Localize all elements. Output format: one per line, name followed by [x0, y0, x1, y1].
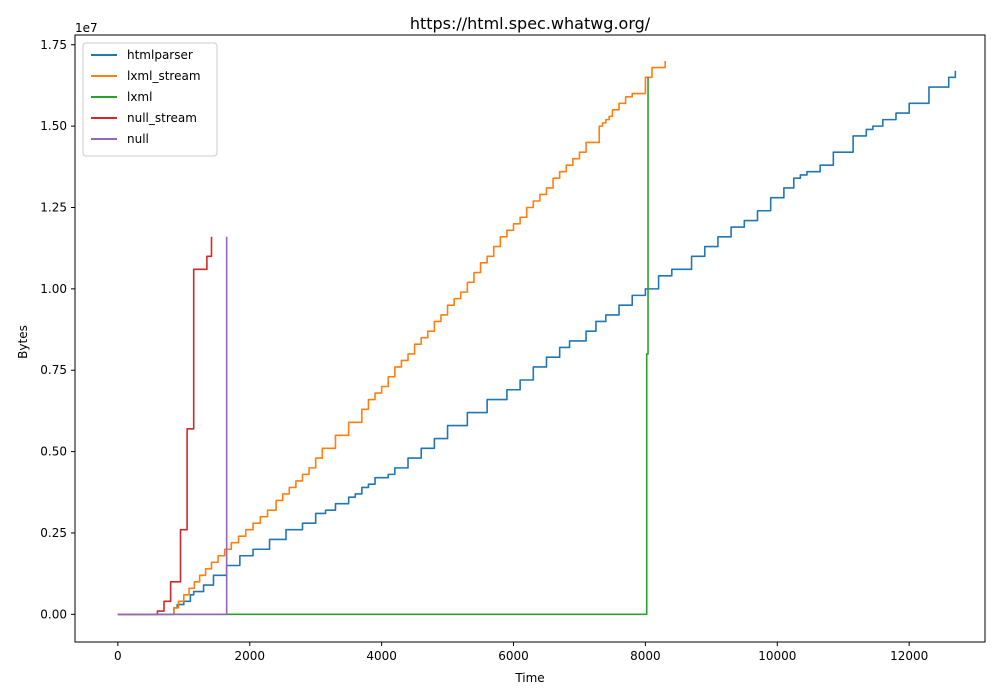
y-tick-label: 0.00	[40, 607, 67, 621]
series-line	[117, 70, 957, 616]
series-line	[117, 236, 213, 616]
x-axis-label: Time	[514, 671, 544, 685]
plot-area	[74, 34, 986, 643]
legend-label: htmlparser	[127, 48, 193, 62]
y-axis: 0.00 0.25 0.50 0.75 1.00 1.25 1.50 1.75	[40, 38, 75, 621]
series-line	[117, 61, 666, 616]
series-null-stream	[117, 236, 213, 616]
y-tick-label: 0.25	[40, 526, 67, 540]
x-tick-label: 2000	[234, 649, 265, 663]
series-line	[117, 236, 228, 616]
legend-item-null: null	[91, 132, 149, 146]
legend-item-lxml-stream: lxml_stream	[91, 69, 201, 83]
y-axis-label: Bytes	[16, 325, 30, 359]
plot-frame	[74, 34, 986, 643]
y-tick-label: 0.75	[40, 363, 67, 377]
x-tick-label: 8000	[630, 649, 661, 663]
series-lxml	[117, 77, 649, 616]
x-axis: 0 2000 4000 6000 8000 10000 12000	[114, 642, 928, 663]
x-tick-label: 12000	[890, 649, 928, 663]
legend-item-null-stream: null_stream	[91, 111, 197, 125]
chart-title: https://html.spec.whatwg.org/	[410, 14, 651, 33]
x-tick-label: 10000	[758, 649, 796, 663]
series-lxml-stream	[117, 61, 666, 616]
y-offset-label: 1e7	[75, 21, 98, 35]
legend-label: null	[127, 132, 149, 146]
y-tick-label: 0.50	[40, 445, 67, 459]
legend-label: lxml_stream	[127, 69, 201, 83]
legend-label: lxml	[127, 90, 152, 104]
y-tick-label: 1.75	[40, 38, 67, 52]
legend-item-lxml: lxml	[91, 90, 152, 104]
y-tick-label: 1.50	[40, 119, 67, 133]
legend-box	[82, 42, 218, 157]
series-layer	[117, 61, 957, 616]
x-tick-label: 0	[114, 649, 122, 663]
series-null	[117, 236, 228, 616]
series-htmlparser	[117, 70, 957, 616]
legend-item-htmlparser: htmlparser	[91, 48, 193, 62]
y-tick-label: 1.25	[40, 200, 67, 214]
x-tick-label: 6000	[498, 649, 529, 663]
y-tick-label: 1.00	[40, 282, 67, 296]
x-tick-label: 4000	[366, 649, 397, 663]
legend-label: null_stream	[127, 111, 197, 125]
series-line	[117, 77, 649, 616]
